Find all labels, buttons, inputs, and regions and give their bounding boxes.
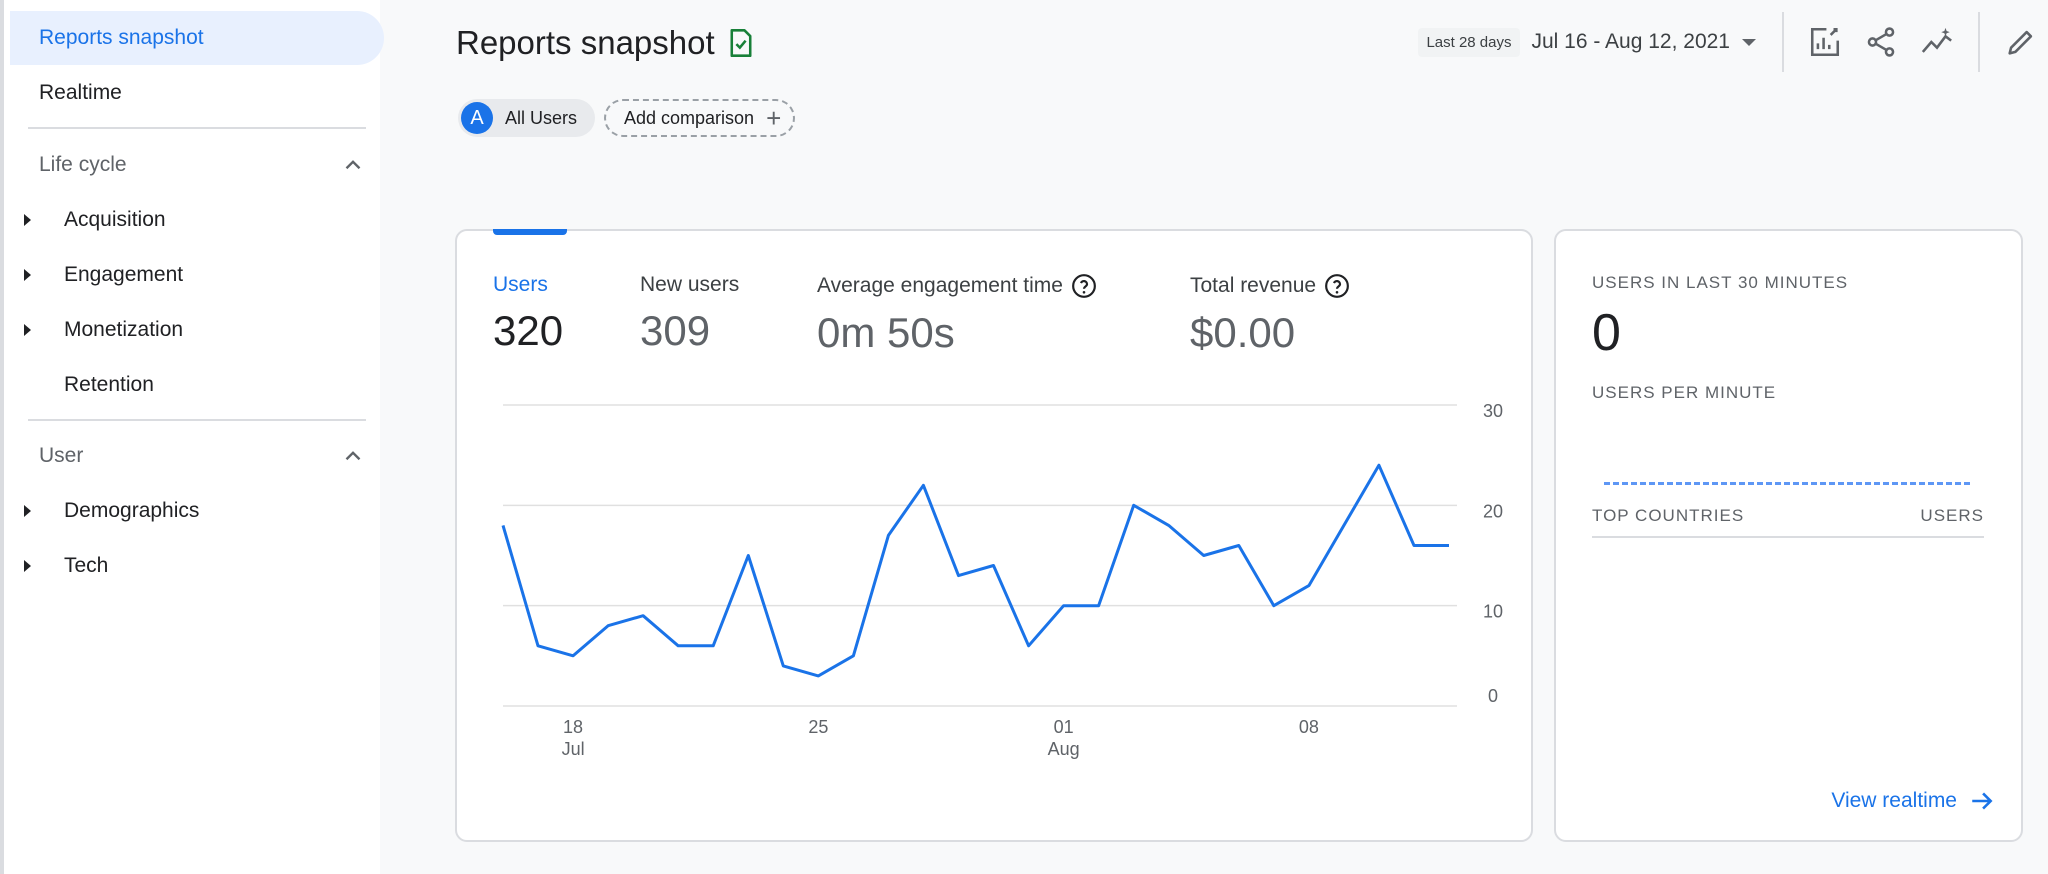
caret-spacer (24, 379, 31, 391)
chevron-up-icon (345, 160, 361, 170)
sidebar-item-label: Engagement (64, 263, 184, 286)
section-title: User (39, 444, 84, 467)
y-tick-label: 20 (1483, 501, 1503, 521)
add-comparison-label: Add comparison (624, 107, 755, 128)
page-title: Reports snapshot (456, 24, 755, 62)
metric-label: New users (640, 273, 740, 296)
sidebar-item-label: Monetization (64, 318, 184, 341)
metric-label-row: Average engagement time (817, 273, 1097, 299)
series-line-users (501, 463, 1449, 678)
caret-right-icon (24, 214, 31, 226)
insights-icon (1921, 27, 1952, 53)
x-tick-label: 18 (563, 717, 583, 737)
sidebar-item-retention[interactable]: Retention (24, 358, 154, 412)
toolbar-divider (1782, 12, 1784, 72)
metrics-chart-card: Users 320 New users 309 Average engageme… (455, 229, 1533, 842)
caret-right-icon (24, 269, 31, 281)
sidebar-item-label: Reports snapshot (39, 26, 204, 49)
metric-value: 320 (493, 307, 564, 354)
metric-tab-total-revenue[interactable]: Total revenue $0.00 (1190, 273, 1350, 357)
add-comparison-button[interactable]: Add comparison + (604, 99, 796, 137)
arrow-right-icon (1972, 792, 1993, 810)
y-tick-label: 30 (1483, 401, 1503, 421)
edit-button[interactable] (1994, 15, 2048, 69)
sidebar-item-label: Demographics (64, 499, 200, 522)
divider (28, 127, 366, 129)
segment-chip-all-users[interactable]: A All Users (458, 99, 596, 137)
metric-label: Average engagement time (817, 274, 1063, 297)
sidebar-item-label: Tech (64, 554, 109, 577)
date-preset-chip: Last 28 days (1418, 27, 1520, 57)
sidebar-item-label: Realtime (39, 81, 122, 104)
toolbar-divider (1978, 12, 1980, 72)
section-life-cycle[interactable]: Life cycle (39, 138, 366, 192)
chevron-up-icon (345, 451, 361, 461)
active-tab-indicator (493, 229, 567, 235)
insights-button[interactable] (1910, 15, 1964, 69)
top-countries-header: TOP COUNTRIES USERS (1592, 506, 1984, 538)
users-last-30-value: 0 (1592, 304, 1621, 362)
metric-label-row: Total revenue (1190, 273, 1350, 299)
verified-report-icon[interactable] (727, 28, 755, 58)
metric-tab-new-users[interactable]: New users 309 (640, 273, 739, 355)
caret-right-icon (24, 505, 31, 517)
date-range-selector[interactable]: Jul 16 - Aug 12, 2021 (1531, 30, 1756, 54)
x-tick-month-label: Aug (1048, 739, 1080, 759)
top-countries-label: TOP COUNTRIES (1592, 506, 1745, 525)
sidebar-item-realtime[interactable]: Realtime (10, 66, 122, 120)
share-button[interactable] (1854, 15, 1908, 69)
help-icon[interactable] (1324, 273, 1350, 299)
x-tick-label: 25 (808, 717, 828, 737)
sidebar-item-reports-snapshot[interactable]: Reports snapshot (10, 11, 384, 65)
metric-label: Total revenue (1190, 274, 1317, 297)
metric-value: 309 (640, 307, 711, 354)
help-icon[interactable] (1071, 273, 1097, 299)
sidebar-item-engagement[interactable]: Engagement (24, 248, 183, 302)
customize-report-button[interactable] (1798, 15, 1852, 69)
metric-value: $0.00 (1190, 309, 1296, 356)
plus-icon: + (766, 103, 782, 133)
metric-value: 0m 50s (817, 309, 955, 356)
dropdown-arrow-icon (1742, 38, 1756, 46)
users-column-label: USERS (1920, 506, 1984, 525)
view-realtime-label: View realtime (1831, 789, 1957, 812)
sidebar-item-label: Retention (64, 373, 154, 396)
users-per-minute-sparkline (1604, 482, 1970, 485)
sidebar-item-demographics[interactable]: Demographics (24, 484, 199, 538)
caret-right-icon (24, 324, 31, 336)
x-tick-label: 01 (1054, 717, 1074, 737)
page-title-text: Reports snapshot (456, 24, 715, 61)
date-range-text: Jul 16 - Aug 12, 2021 (1531, 30, 1731, 53)
y-tick-label: 10 (1483, 602, 1503, 622)
toolbar: Last 28 days Jul 16 - Aug 12, 2021 (1418, 12, 2048, 72)
sidebar-item-acquisition[interactable]: Acquisition (24, 193, 166, 247)
pencil-icon (2008, 30, 2033, 55)
users-last-30-label: USERS IN LAST 30 MINUTES (1592, 273, 1849, 292)
sidebar-item-label: Acquisition (64, 208, 166, 231)
share-icon (1867, 27, 1895, 57)
section-title: Life cycle (39, 153, 127, 176)
section-user[interactable]: User (39, 429, 366, 483)
view-realtime-link[interactable]: View realtime (1831, 788, 1995, 814)
metric-label: Users (493, 273, 548, 296)
divider (28, 419, 366, 421)
caret-right-icon (24, 560, 31, 572)
users-per-minute-label: USERS PER MINUTE (1592, 383, 1777, 402)
y-tick-label: 0 (1488, 686, 1498, 706)
sidebar-item-tech[interactable]: Tech (24, 539, 108, 593)
segment-label: All Users (505, 107, 578, 128)
sidebar: Reports snapshot Realtime Life cycle Acq… (0, 0, 384, 874)
x-tick-label: 08 (1299, 717, 1319, 737)
realtime-card: USERS IN LAST 30 MINUTES 0 USERS PER MIN… (1554, 229, 2023, 842)
metric-tab-users[interactable]: Users 320 (493, 273, 563, 355)
segment-avatar: A (461, 102, 493, 134)
sidebar-item-monetization[interactable]: Monetization (24, 303, 183, 357)
metric-tab-avg-engagement-time[interactable]: Average engagement time 0m 50s (817, 273, 1097, 357)
edit-chart-icon (1810, 27, 1840, 57)
x-tick-month-label: Jul (562, 739, 585, 759)
